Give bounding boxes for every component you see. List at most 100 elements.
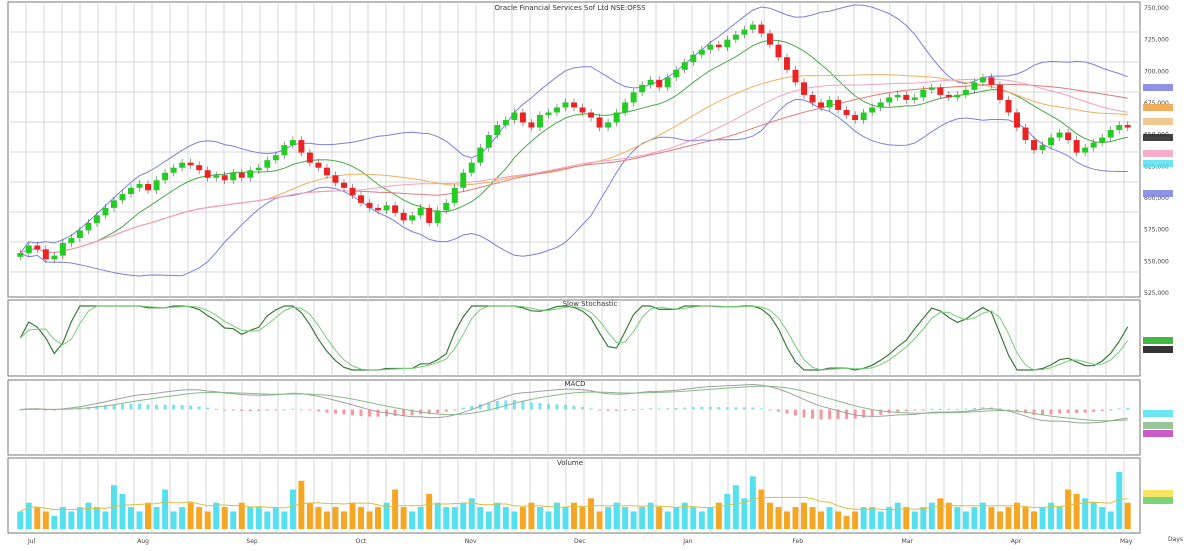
candle xyxy=(383,205,390,211)
candle xyxy=(502,120,509,126)
volume-bar xyxy=(25,502,32,529)
candle xyxy=(1116,125,1123,131)
candle xyxy=(358,195,365,203)
macd-hist xyxy=(793,409,797,416)
value-tag xyxy=(1143,497,1173,504)
value-tag xyxy=(1143,134,1173,141)
value-tag xyxy=(1143,410,1173,417)
macd-hist xyxy=(223,409,227,411)
candle xyxy=(656,79,663,88)
price-tick-label: 525,000 xyxy=(1144,290,1169,297)
volume-bar xyxy=(605,507,612,529)
month-label: Dec xyxy=(574,538,586,545)
candle xyxy=(136,184,143,188)
macd-hist xyxy=(351,409,355,416)
macd-hist xyxy=(811,409,815,419)
macd-hist xyxy=(368,409,372,417)
overlay-layer xyxy=(19,4,1128,277)
macd-hist xyxy=(896,409,900,412)
candle xyxy=(1107,130,1114,138)
volume-bar xyxy=(502,507,509,529)
volume-bar xyxy=(230,511,237,529)
macd-hist xyxy=(546,403,550,410)
month-label: Aug xyxy=(137,538,149,545)
volume-bar xyxy=(264,511,271,529)
volume-bar xyxy=(783,511,790,529)
candle xyxy=(153,180,160,191)
macd-hist xyxy=(163,404,167,410)
volume-bar xyxy=(468,498,475,529)
candle xyxy=(579,107,586,113)
candle xyxy=(1124,125,1131,128)
volume-bar xyxy=(656,507,663,529)
macd-hist xyxy=(1066,409,1070,414)
candle xyxy=(979,77,986,83)
volume-bar xyxy=(588,498,595,529)
macd-hist xyxy=(853,409,857,419)
volume-bar xyxy=(809,507,816,529)
volume-bar xyxy=(42,511,49,529)
candle xyxy=(494,125,501,136)
candle xyxy=(1065,132,1072,141)
volume-bar xyxy=(732,485,739,529)
macd-hist xyxy=(393,409,397,417)
macd-hist xyxy=(427,409,431,415)
volume-bar xyxy=(76,507,83,529)
candle xyxy=(400,212,407,221)
macd-hist xyxy=(342,409,346,415)
volume-bar xyxy=(170,511,177,529)
candle xyxy=(962,89,969,95)
macd-hist xyxy=(189,405,193,410)
candle xyxy=(605,122,612,128)
macd-hist xyxy=(632,409,636,411)
pane-stoch xyxy=(7,299,1141,377)
candle xyxy=(749,24,756,30)
bollinger-upper xyxy=(19,4,1128,254)
volume-bar xyxy=(945,502,952,529)
candle xyxy=(937,87,944,95)
month-label: Mar xyxy=(902,538,914,545)
candle xyxy=(843,109,850,115)
candle xyxy=(673,69,680,78)
month-label: Feb xyxy=(792,538,803,545)
macd-hist xyxy=(248,409,252,412)
candle xyxy=(68,238,75,244)
volume-bar xyxy=(1090,502,1097,529)
macd-hist xyxy=(828,409,832,420)
volume-bar xyxy=(639,507,646,529)
volume-bar xyxy=(400,507,407,529)
macd-hist xyxy=(615,409,619,411)
candle xyxy=(758,24,765,34)
macd-hist xyxy=(581,406,585,410)
candle xyxy=(170,167,177,173)
candle xyxy=(102,207,109,216)
volume-bar xyxy=(911,511,918,529)
volume-bar xyxy=(383,502,390,529)
macd-hist xyxy=(640,408,644,410)
volume-bar xyxy=(1073,493,1080,529)
candle xyxy=(894,94,901,98)
month-label: Sep xyxy=(246,538,258,545)
volume-bar xyxy=(1124,502,1131,529)
month-label: Oct xyxy=(356,538,367,545)
price-tick-label: 550,000 xyxy=(1144,258,1169,265)
volume-bar xyxy=(306,502,313,529)
candle xyxy=(639,84,646,93)
macd-hist xyxy=(691,407,695,410)
macd-hist xyxy=(1024,409,1028,414)
macd-layer xyxy=(18,383,1130,424)
candle xyxy=(349,187,356,196)
macd-hist xyxy=(972,407,976,410)
candle xyxy=(852,114,859,120)
volume-bar xyxy=(366,511,373,529)
macd-hist xyxy=(563,404,567,410)
candle xyxy=(690,54,697,63)
candle xyxy=(886,97,893,103)
volume-bar xyxy=(545,511,552,529)
volume-bar xyxy=(664,511,671,529)
macd-hist xyxy=(112,404,116,410)
macd-hist xyxy=(1041,409,1045,416)
volume-bar xyxy=(826,507,833,529)
